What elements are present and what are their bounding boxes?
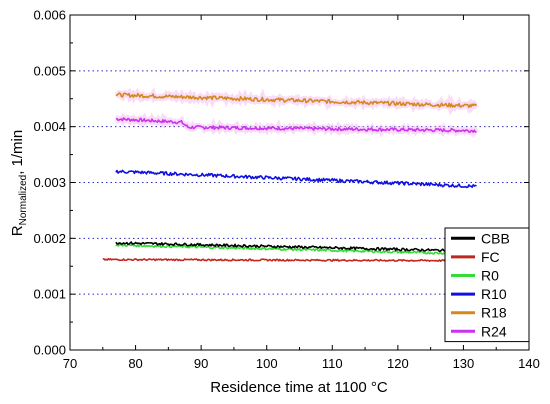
series-line-r18 [115, 92, 478, 109]
x-tick-label: 140 [518, 356, 540, 371]
x-tick-label: 120 [387, 356, 409, 371]
x-tick-label: 70 [63, 356, 77, 371]
legend-label-fc: FC [481, 249, 500, 265]
y-axis-label-main: R [9, 225, 26, 236]
x-tick-label: 110 [322, 356, 343, 371]
series-line-fc [102, 257, 477, 263]
y-tick-label: 0.000 [33, 343, 66, 358]
series-line-r0 [115, 243, 478, 256]
x-tick-label: 90 [194, 356, 208, 371]
legend-label-r0: R0 [481, 268, 499, 284]
x-tick-label: 100 [256, 356, 278, 371]
series-group [102, 87, 479, 263]
legend-label-cbb: CBB [481, 230, 510, 246]
y-tick-label: 0.004 [33, 119, 66, 134]
y-tick-label: 0.003 [33, 175, 66, 190]
y-tick-label: 0.001 [33, 287, 66, 302]
legend-label-r18: R18 [481, 305, 507, 321]
x-tick-label: 130 [453, 356, 475, 371]
y-tick-label: 0.005 [33, 63, 66, 78]
series-line-r10 [115, 169, 477, 189]
legend-label-r10: R10 [481, 286, 507, 302]
series-line-cbb [115, 241, 478, 253]
legend: CBB FC R0 R10 R18 R24 [444, 227, 530, 343]
series-line-r24 [115, 117, 477, 133]
y-axis-label: RNormalized, 1/min [9, 130, 29, 236]
x-tick-label: 80 [128, 356, 142, 371]
y-axis-label-sub: Normalized [18, 175, 29, 226]
legend-label-r24: R24 [481, 323, 507, 339]
x-axis-label: Residence time at 1100 °C [210, 379, 388, 396]
y-tick-label: 0.002 [33, 231, 66, 246]
legend-box [444, 227, 530, 343]
y-tick-label: 0.006 [33, 8, 66, 23]
y-axis-label-unit: , 1/min [9, 130, 26, 175]
